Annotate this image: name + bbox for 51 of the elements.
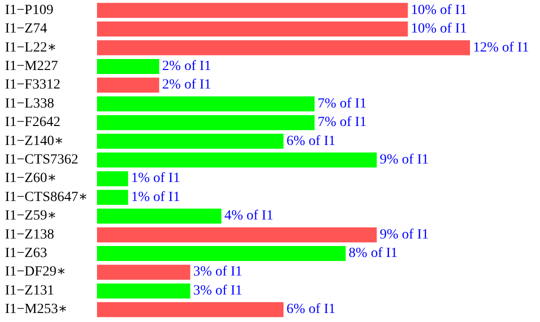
bar	[97, 264, 190, 280]
y-tick-label: I1−Z63	[5, 246, 48, 262]
data-label: 7% of I1	[318, 115, 367, 130]
y-tick-label: I1−Z140∗	[5, 134, 64, 149]
bar	[97, 22, 408, 37]
data-label: 7% of I1	[318, 96, 367, 112]
bar	[97, 115, 315, 130]
y-tick-label: I1−Z131	[5, 283, 54, 298]
y-tick-label: I1−L338	[5, 96, 54, 112]
bar	[97, 134, 284, 149]
data-label: 6% of I1	[286, 302, 336, 318]
data-label: 1% of I1	[131, 171, 180, 186]
y-tick-label: I1−DF29∗	[5, 264, 66, 280]
data-label: 9% of I1	[380, 227, 429, 242]
y-tick-label: I1−CTS7362	[5, 152, 78, 168]
data-label: 2% of I1	[162, 78, 212, 93]
bar	[97, 96, 315, 112]
data-label: 8% of I1	[348, 246, 398, 262]
data-label: 12% of I1	[473, 40, 529, 56]
y-tick-label: I1−M227	[5, 58, 58, 74]
y-tick-label: I1−Z60∗	[5, 171, 57, 186]
bar	[97, 227, 377, 242]
y-tick-label: I1−Z138	[5, 227, 54, 242]
data-label: 1% of I1	[131, 190, 180, 205]
bar	[97, 171, 128, 186]
data-label: 6% of I1	[286, 134, 336, 149]
bar	[97, 58, 160, 74]
y-tick-label: I1−L22∗	[5, 40, 57, 56]
data-label: 3% of I1	[193, 283, 242, 298]
bar	[97, 208, 222, 224]
y-tick-label: I1−CTS8647∗	[5, 190, 88, 205]
y-tick-label: I1−Z74	[5, 22, 48, 37]
data-label: 10% of I1	[410, 2, 467, 18]
y-tick-label: I1−F2642	[5, 115, 60, 130]
data-label: 4% of I1	[224, 208, 274, 224]
bar	[97, 78, 160, 93]
y-tick-label: I1−F3312	[5, 78, 60, 93]
data-label: 2% of I1	[162, 58, 212, 74]
bar	[97, 2, 408, 18]
data-label: 10% of I1	[410, 22, 467, 37]
bar	[97, 40, 470, 56]
bar	[97, 246, 346, 262]
y-tick-label: I1−P109	[5, 2, 54, 18]
y-tick-label: I1−Z59∗	[5, 208, 57, 224]
bar	[97, 302, 284, 318]
bar	[97, 283, 190, 298]
bar	[97, 190, 128, 205]
y-tick-label: I1−M253∗	[5, 302, 68, 318]
bar	[97, 152, 377, 168]
data-label: 9% of I1	[380, 152, 429, 168]
data-label: 3% of I1	[193, 264, 242, 280]
